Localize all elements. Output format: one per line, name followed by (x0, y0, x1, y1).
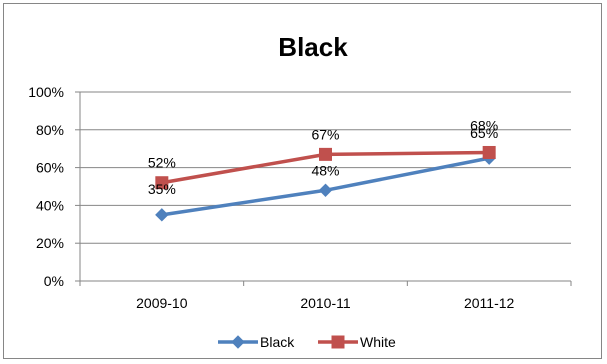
data-point-white (319, 147, 332, 161)
y-tick-label: 0% (44, 273, 64, 289)
data-label-white: 52% (148, 155, 176, 171)
data-point-white (155, 176, 169, 190)
y-tick-label: 80% (36, 122, 64, 138)
legend-marker-black (231, 335, 245, 349)
axes: 0% 20% 40% 60% 80% 100% 2009-10 2010-11 2011-12 (28, 84, 572, 311)
data-point-black (318, 183, 333, 197)
data-label-black: 35% (148, 181, 176, 197)
x-tick-label: 2010-11 (300, 295, 351, 311)
data-label-white: 67% (311, 126, 339, 142)
legend: Black White (218, 334, 396, 350)
gridlines (80, 91, 571, 244)
y-tick-label: 100% (28, 84, 64, 100)
y-tick-label: 20% (36, 235, 64, 251)
data-label-black: 48% (311, 162, 339, 178)
x-tick-label: 2011-12 (464, 295, 515, 311)
data-point-black (155, 208, 169, 222)
legend-label-white: White (360, 334, 396, 350)
chart-frame (3, 3, 602, 359)
data-label-black: 65% (470, 125, 498, 141)
data-point-white (482, 145, 496, 159)
legend-marker-white (331, 335, 345, 349)
y-tick-label: 40% (36, 197, 64, 213)
y-tick-label: 60% (36, 160, 64, 176)
legend-label-black: Black (260, 334, 295, 350)
x-tick-label: 2009-10 (136, 295, 188, 311)
chart-title: Black (278, 32, 348, 62)
series-layer (155, 145, 496, 222)
data-labels: 35% 48% 65% 52% 67% 68% (148, 117, 498, 196)
data-label-white: 68% (470, 117, 498, 133)
